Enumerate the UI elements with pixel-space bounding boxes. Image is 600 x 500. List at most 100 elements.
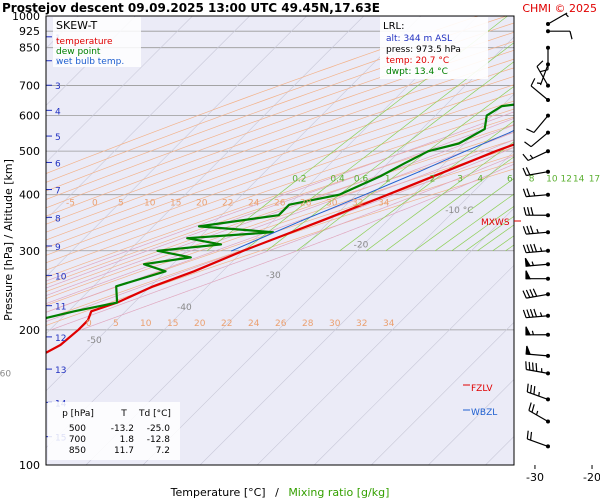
series-point [87, 319, 89, 321]
theta-label: 28 [300, 199, 312, 209]
isotherm-line [314, 264, 514, 465]
mixing-ratio-line [266, 61, 514, 252]
isotherm-line [46, 16, 479, 449]
chart-title: Prostejov descent 09.09.2025 13:00 UTC 4… [2, 1, 380, 15]
series-point [458, 142, 460, 145]
dry-adiabat [46, 124, 514, 285]
mixing-ratio-label: 1 [385, 175, 391, 185]
series-point [59, 344, 62, 346]
series-point [418, 171, 420, 173]
x-axis-label-separator: / [275, 486, 279, 499]
dry-adiabat [46, 31, 514, 200]
wind-barb [528, 402, 550, 424]
altitude-tick-label: 3 [55, 82, 61, 92]
dry-adiabat [46, 75, 514, 241]
theta-label: 22 [221, 319, 232, 329]
mixing-ratio-label: 2 [430, 175, 436, 185]
dry-adiabat [46, 139, 514, 299]
temperature-tick-label: -20 [583, 471, 600, 484]
x-axis-label-mixing: Mixing ratio [g/kg] [288, 486, 389, 499]
mixing-ratio-label: 17 [589, 175, 600, 185]
series-point [484, 128, 486, 130]
table-row-850-td: 7.2 [156, 446, 170, 456]
wind-barb [526, 383, 550, 402]
series-point [509, 132, 511, 134]
series-point [115, 285, 117, 287]
theta-label: 20 [196, 199, 208, 209]
theta-label: 24 [248, 199, 260, 209]
isotherm-label: -60 [0, 369, 11, 379]
table-row-700-t: 1.8 [120, 435, 135, 445]
series-point [444, 171, 446, 173]
pressure-tick-label: 700 [19, 80, 40, 93]
legend-box [53, 17, 141, 67]
theta-label: 26 [275, 319, 287, 329]
isotherm-line [46, 16, 364, 335]
series-point [501, 105, 503, 107]
series-point [427, 150, 429, 152]
theta-label: 5 [113, 319, 119, 329]
dry-adiabat [46, 146, 514, 306]
dry-adiabat [46, 116, 514, 278]
lrl-temperature: temp: 20.7 °C [386, 56, 449, 66]
level-label-fzlv: FZLV [471, 384, 493, 394]
mixing-ratio-label: 3 [457, 175, 463, 185]
pressure-tick-label: 200 [19, 324, 40, 337]
wind-barb [522, 225, 550, 235]
series-point [143, 263, 145, 265]
wind-barb [525, 270, 550, 281]
summary-table-background [48, 402, 180, 460]
series-point [164, 270, 167, 272]
table-row-850-p: 850 [69, 446, 86, 456]
isotherm-label: -10 °C [445, 206, 473, 216]
legend-item-wetbulb: wet bulb temp. [56, 57, 124, 67]
plot-frame [45, 15, 515, 466]
dry-adiabat [46, 168, 514, 326]
theta-label: 24 [248, 319, 260, 329]
mixing-ratio-label: 8 [529, 175, 535, 185]
altitude-tick-label: 9 [55, 243, 61, 253]
series-point [90, 310, 92, 312]
series-wet-bulb-temp [231, 129, 514, 252]
table-row-700-td: -12.8 [147, 435, 171, 445]
wind-barb [526, 113, 550, 134]
series-point [486, 115, 488, 117]
table-header-t: T [120, 409, 127, 419]
mixing-ratio-line [339, 120, 514, 252]
wind-barb [522, 288, 550, 299]
isotherm-line [142, 93, 514, 465]
lrl-pressure: press: 973.5 hPa [386, 45, 461, 55]
moist-adiabat [50, 155, 514, 331]
wind-barb [526, 430, 550, 449]
lrl-box: LRL: alt: 344 m ASL press: 973.5 hPa tem… [380, 17, 488, 79]
series-point [495, 150, 497, 152]
pressure-tick-label: 300 [19, 245, 40, 258]
moist-adiabat [46, 111, 514, 282]
altitude-tick-label: 11 [55, 303, 66, 313]
wind-barb [522, 188, 550, 198]
series-point [380, 175, 382, 177]
wind-barb [522, 308, 550, 319]
dry-adiabat [46, 49, 514, 217]
wind-barb [524, 257, 550, 267]
theta-label: 5 [118, 199, 124, 209]
isotherm-line [46, 16, 193, 163]
isotherm-line [46, 16, 250, 221]
legend: SKEW-T temperature dew point wet bulb te… [53, 17, 141, 67]
level-label-mxws: MXWS [481, 218, 510, 228]
isotherm-label: -50 [87, 336, 102, 346]
wind-barb [530, 78, 550, 102]
lrl-background [380, 17, 488, 79]
theta-label: 20 [194, 319, 206, 329]
altitude-tick-label: 10 [55, 272, 67, 282]
wind-barb [522, 243, 550, 254]
series-point [321, 220, 323, 222]
pressure-tick-label: 925 [19, 25, 40, 38]
theta-label: 22 [222, 199, 233, 209]
theta-label: 34 [378, 199, 390, 209]
wind-barb [536, 60, 550, 88]
theta-label: -5 [66, 199, 75, 209]
isotherm-line [46, 16, 307, 278]
series-point [152, 285, 154, 287]
mixing-ratio-label: 6 [507, 175, 513, 185]
